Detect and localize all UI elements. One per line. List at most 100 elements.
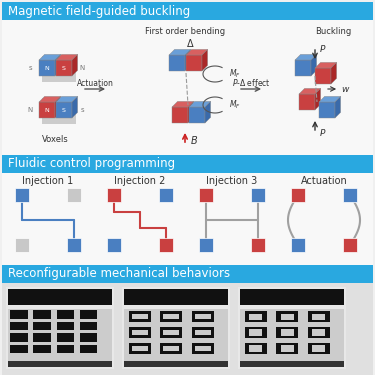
- Bar: [315, 68, 331, 84]
- Bar: [245, 311, 267, 322]
- Bar: [319, 102, 335, 118]
- Bar: [240, 289, 344, 305]
- Bar: [129, 311, 151, 322]
- Bar: [8, 289, 112, 305]
- Bar: [2, 155, 373, 265]
- Bar: [124, 361, 228, 367]
- Bar: [343, 188, 357, 202]
- Bar: [163, 346, 179, 351]
- Polygon shape: [169, 50, 190, 55]
- Bar: [132, 330, 148, 335]
- Bar: [240, 309, 344, 361]
- Bar: [67, 188, 81, 202]
- Polygon shape: [295, 54, 316, 60]
- Bar: [238, 287, 346, 369]
- Text: N: N: [45, 66, 50, 72]
- Bar: [240, 361, 344, 367]
- Bar: [122, 287, 230, 369]
- Polygon shape: [299, 88, 321, 94]
- Polygon shape: [39, 96, 61, 102]
- Bar: [192, 327, 214, 338]
- Text: Δ: Δ: [187, 39, 194, 49]
- Bar: [56, 60, 72, 76]
- Bar: [10, 333, 28, 342]
- Bar: [195, 314, 211, 320]
- Bar: [199, 188, 213, 202]
- Bar: [186, 55, 202, 71]
- Bar: [33, 345, 51, 354]
- Text: $P$-Δ effect: $P$-Δ effect: [232, 78, 270, 88]
- Bar: [276, 343, 298, 354]
- Bar: [312, 330, 325, 336]
- Bar: [6, 287, 114, 369]
- Bar: [132, 314, 148, 320]
- Polygon shape: [172, 101, 194, 107]
- Bar: [107, 188, 121, 202]
- Bar: [172, 107, 188, 123]
- Polygon shape: [331, 62, 337, 84]
- Polygon shape: [335, 96, 340, 118]
- Polygon shape: [72, 96, 78, 118]
- Bar: [249, 345, 262, 351]
- Bar: [10, 310, 28, 319]
- Bar: [10, 322, 28, 330]
- Bar: [15, 238, 29, 252]
- Text: N: N: [80, 65, 85, 71]
- Bar: [2, 2, 373, 20]
- Bar: [80, 322, 97, 330]
- Bar: [312, 314, 325, 320]
- Bar: [299, 94, 315, 110]
- Text: S: S: [62, 66, 66, 72]
- Bar: [124, 309, 228, 361]
- Bar: [56, 102, 72, 118]
- Bar: [129, 343, 151, 354]
- Polygon shape: [315, 88, 321, 110]
- Bar: [129, 327, 151, 338]
- Bar: [107, 238, 121, 252]
- Bar: [281, 345, 294, 351]
- Polygon shape: [56, 96, 78, 102]
- Polygon shape: [72, 54, 78, 76]
- Text: $w$: $w$: [341, 84, 350, 93]
- Bar: [245, 343, 267, 354]
- Text: $P$: $P$: [319, 128, 326, 138]
- Bar: [2, 265, 373, 375]
- Bar: [308, 343, 330, 354]
- Bar: [249, 330, 262, 336]
- Bar: [199, 238, 213, 252]
- Text: Injection 1: Injection 1: [22, 176, 74, 186]
- Bar: [291, 188, 305, 202]
- Text: Buckling: Buckling: [315, 27, 351, 36]
- Polygon shape: [188, 101, 194, 123]
- Bar: [159, 188, 173, 202]
- Bar: [10, 345, 28, 354]
- Text: $M_F$: $M_F$: [229, 99, 241, 111]
- Bar: [39, 102, 55, 118]
- Bar: [132, 346, 148, 351]
- Bar: [15, 188, 29, 202]
- Text: N: N: [45, 108, 50, 114]
- Bar: [57, 333, 74, 342]
- Bar: [2, 2, 373, 155]
- Text: Injection 2: Injection 2: [114, 176, 166, 186]
- Bar: [39, 60, 55, 76]
- Bar: [33, 310, 51, 319]
- Bar: [2, 265, 373, 283]
- Bar: [33, 333, 51, 342]
- Bar: [291, 238, 305, 252]
- Bar: [192, 343, 214, 354]
- Bar: [67, 238, 81, 252]
- Text: Voxels: Voxels: [42, 135, 68, 144]
- Text: s: s: [80, 107, 84, 113]
- Bar: [276, 327, 298, 338]
- Bar: [343, 238, 357, 252]
- Bar: [281, 330, 294, 336]
- Text: Fluidic control programming: Fluidic control programming: [8, 158, 175, 171]
- Bar: [2, 155, 373, 173]
- Text: $M_F$: $M_F$: [229, 68, 241, 80]
- Text: Actuation: Actuation: [76, 78, 113, 87]
- Bar: [8, 309, 112, 361]
- Bar: [160, 343, 182, 354]
- Polygon shape: [311, 54, 316, 76]
- Polygon shape: [319, 96, 340, 102]
